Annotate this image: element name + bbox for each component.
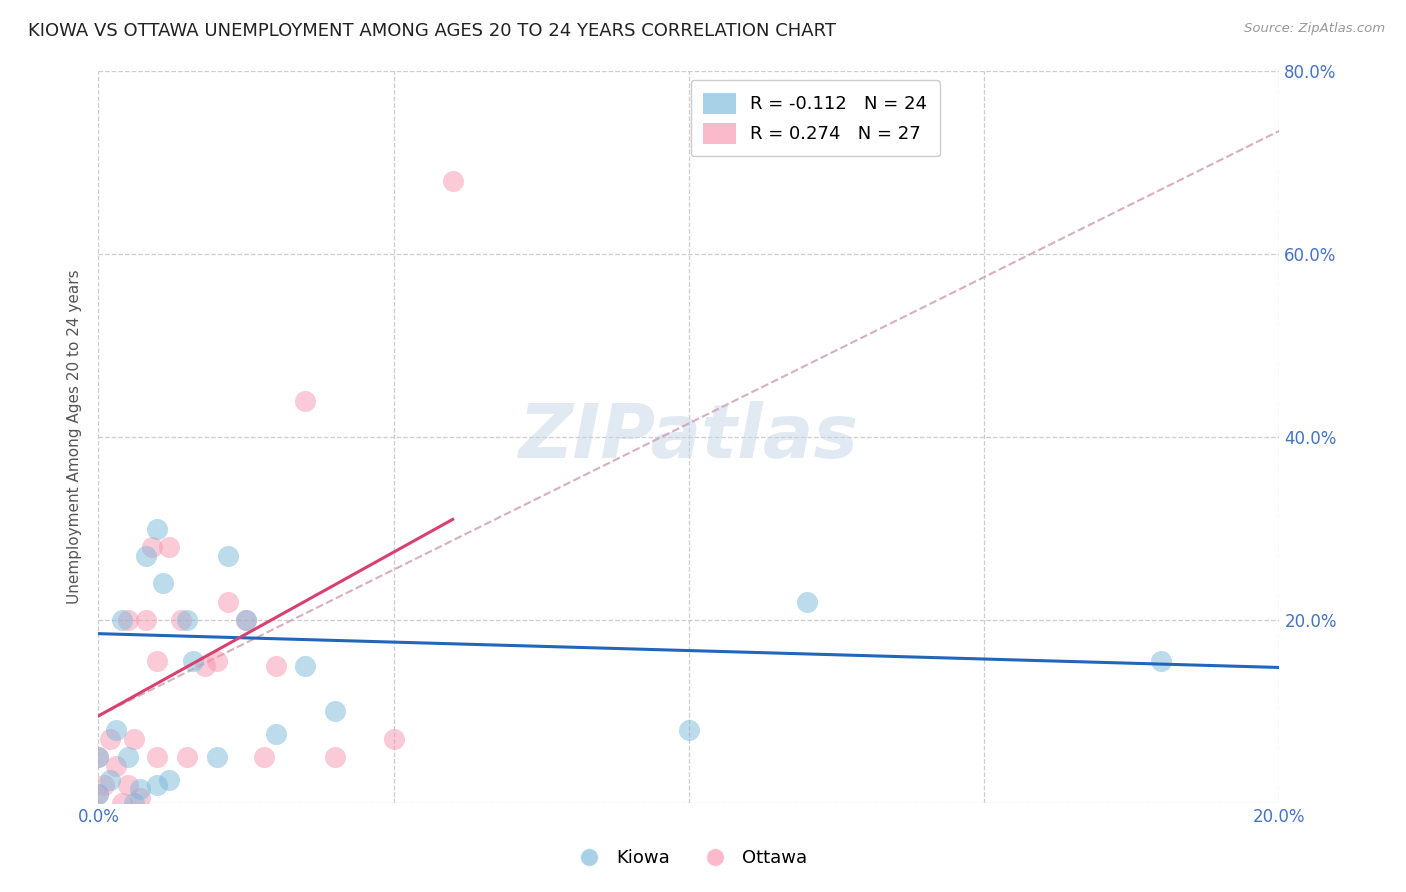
Point	[176, 750, 198, 764]
Point	[117, 750, 139, 764]
Point	[128, 782, 150, 797]
Point	[1150, 654, 1173, 668]
Point	[122, 796, 145, 810]
Point	[146, 750, 169, 764]
Point	[87, 750, 110, 764]
Point	[135, 613, 157, 627]
Point	[235, 613, 257, 627]
Point	[323, 705, 346, 719]
Point	[105, 723, 128, 737]
Point	[111, 613, 134, 627]
Point	[122, 731, 145, 746]
Point	[146, 654, 169, 668]
Point	[294, 658, 316, 673]
Point	[128, 791, 150, 805]
Point	[796, 594, 818, 608]
Point	[205, 750, 228, 764]
Point	[217, 594, 239, 608]
Point	[152, 576, 174, 591]
Point	[87, 787, 110, 801]
Point	[194, 658, 217, 673]
Point	[141, 540, 163, 554]
Text: KIOWA VS OTTAWA UNEMPLOYMENT AMONG AGES 20 TO 24 YEARS CORRELATION CHART: KIOWA VS OTTAWA UNEMPLOYMENT AMONG AGES …	[28, 22, 837, 40]
Point	[111, 796, 134, 810]
Point	[181, 654, 204, 668]
Point	[98, 731, 121, 746]
Point	[135, 549, 157, 563]
Point	[323, 750, 346, 764]
Point	[146, 521, 169, 535]
Point	[217, 549, 239, 563]
Point	[170, 613, 193, 627]
Point	[98, 772, 121, 787]
Point	[117, 613, 139, 627]
Point	[294, 393, 316, 408]
Point	[117, 777, 139, 792]
Point	[87, 787, 110, 801]
Point	[93, 777, 115, 792]
Point	[382, 731, 405, 746]
Point	[678, 723, 700, 737]
Text: ZIPatlas: ZIPatlas	[519, 401, 859, 474]
Point	[264, 727, 287, 741]
Point	[176, 613, 198, 627]
Point	[205, 654, 228, 668]
Point	[157, 540, 180, 554]
Text: Source: ZipAtlas.com: Source: ZipAtlas.com	[1244, 22, 1385, 36]
Point	[441, 174, 464, 188]
Point	[235, 613, 257, 627]
Point	[157, 772, 180, 787]
Point	[105, 759, 128, 773]
Point	[264, 658, 287, 673]
Point	[253, 750, 276, 764]
Point	[146, 777, 169, 792]
Legend: Kiowa, Ottawa: Kiowa, Ottawa	[564, 842, 814, 874]
Point	[87, 750, 110, 764]
Y-axis label: Unemployment Among Ages 20 to 24 years: Unemployment Among Ages 20 to 24 years	[67, 269, 83, 605]
